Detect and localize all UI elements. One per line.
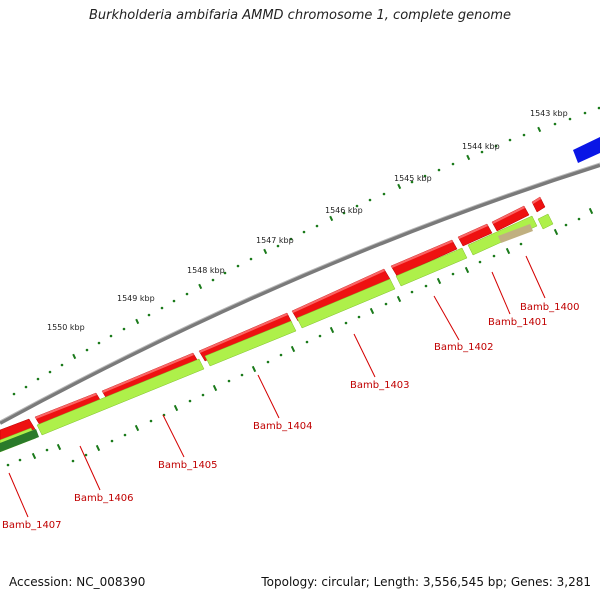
gene-label: Bamb_1407 <box>2 520 62 531</box>
backbone-ring <box>0 163 600 425</box>
tick-label: 1549 kbp <box>117 294 155 303</box>
tick-label: 1543 kbp <box>530 109 568 118</box>
other-feature <box>573 137 600 163</box>
tick-label: 1548 kbp <box>187 266 225 275</box>
tick-label: 1550 kbp <box>47 323 85 332</box>
dark-gene-feature <box>0 429 39 452</box>
accession-text: Accession: NC_008390 <box>9 575 146 589</box>
genome-summary-text: Topology: circular; Length: 3,556,545 bp… <box>261 575 591 589</box>
gene-label: Bamb_1400 <box>520 302 580 313</box>
tick-label: 1546 kbp <box>325 206 363 215</box>
inner-ticks <box>6 207 594 467</box>
gene-label: Bamb_1405 <box>158 460 218 471</box>
tick-label: 1544 kbp <box>462 142 500 151</box>
pseudo-feature <box>498 224 533 243</box>
tick-label: 1545 kbp <box>394 174 432 183</box>
gene-track <box>0 213 554 453</box>
tick-label: 1547 kbp <box>256 236 294 245</box>
leader-lines <box>8 255 546 518</box>
outer-ticks <box>12 106 600 396</box>
gene-label: Bamb_1404 <box>253 421 313 432</box>
gene-label: Bamb_1406 <box>74 493 134 504</box>
map-title: Burkholderia ambifaria AMMD chromosome 1… <box>88 8 512 23</box>
gene-label: Bamb_1403 <box>350 380 410 391</box>
gene-label: Bamb_1402 <box>434 342 494 353</box>
gene-label: Bamb_1401 <box>488 317 548 328</box>
